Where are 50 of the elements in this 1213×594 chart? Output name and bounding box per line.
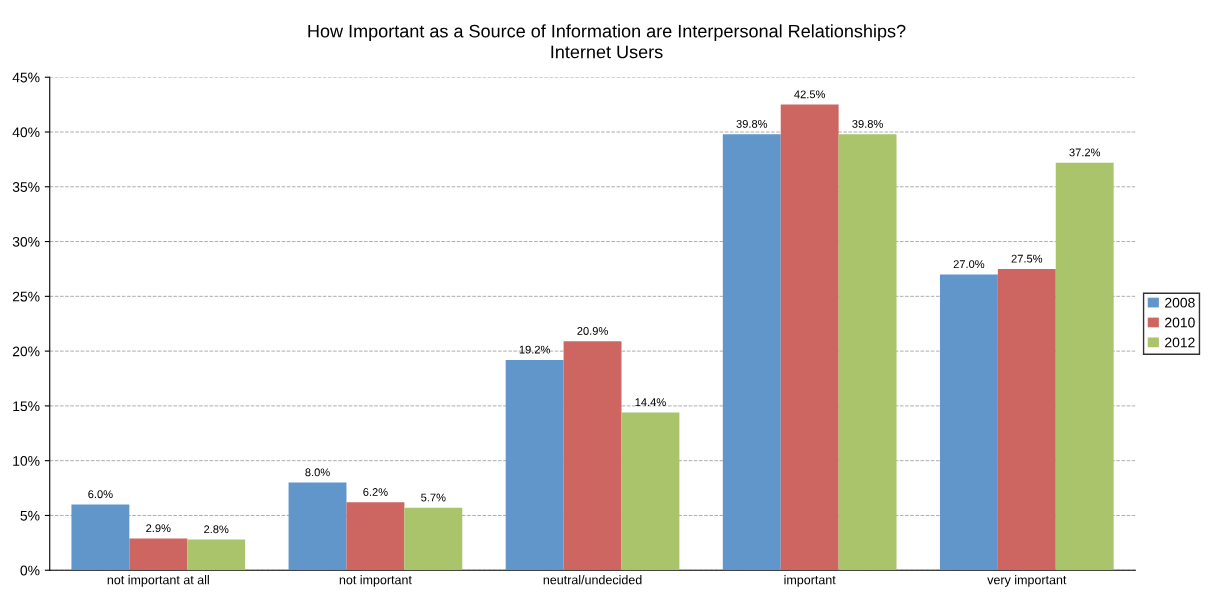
- y-tick-label: 35%: [12, 182, 40, 192]
- x-tick-label: not important: [339, 575, 412, 587]
- y-tick-label: 10%: [13, 456, 40, 466]
- bar: [722, 134, 781, 571]
- bar: [71, 504, 130, 571]
- bar: [346, 502, 405, 571]
- y-tick-label: 0%: [20, 565, 40, 576]
- y-tick-label: 25%: [12, 291, 40, 302]
- bar: [621, 412, 680, 571]
- data-label: 20.9%: [577, 327, 608, 335]
- bar: [939, 274, 998, 571]
- data-label: 2.9%: [146, 524, 171, 533]
- data-label: 6.0%: [88, 490, 113, 499]
- bar: [404, 507, 463, 571]
- data-label: 5.7%: [421, 493, 446, 502]
- bar: [288, 482, 347, 571]
- bar: [780, 104, 839, 571]
- legend-label: 2010: [1165, 317, 1195, 328]
- data-label: 14.4%: [635, 398, 666, 407]
- y-tick-label: 30%: [12, 236, 40, 247]
- y-tick-label: 20%: [12, 346, 40, 357]
- data-label: 8.0%: [305, 468, 330, 477]
- legend-label: 2012: [1165, 337, 1195, 348]
- data-label: 2.8%: [204, 525, 229, 534]
- x-tick-label: neutral/undecided: [543, 575, 642, 585]
- legend-label: 2008: [1165, 297, 1195, 308]
- data-label: 27.0%: [953, 260, 985, 269]
- data-label: 39.8%: [852, 119, 883, 128]
- chart-subtitle: Internet Users: [551, 45, 663, 59]
- chart-title: How Important as a Source of Information are Interpersonal Relationships?: [308, 24, 906, 42]
- y-tick-label: 5%: [20, 510, 40, 521]
- bar: [838, 134, 897, 571]
- x-tick-label: important: [784, 575, 836, 587]
- data-label: 39.8%: [736, 119, 768, 128]
- y-tick-label: 15%: [13, 401, 40, 412]
- bar: [505, 359, 564, 571]
- bar: [563, 341, 622, 571]
- bar: [1055, 162, 1114, 571]
- data-label: 27.5%: [1011, 254, 1043, 263]
- bar: [187, 539, 246, 571]
- bar: [997, 268, 1056, 571]
- bar: [129, 538, 188, 571]
- x-tick-label: very important: [987, 575, 1067, 587]
- y-tick-label: 45%: [12, 72, 40, 83]
- data-label: 19.2%: [519, 345, 551, 354]
- data-label: 6.2%: [363, 488, 388, 496]
- data-label: 42.5%: [794, 90, 826, 99]
- x-tick-label: not important at all: [107, 575, 209, 587]
- data-label: 37.2%: [1069, 148, 1101, 157]
- y-tick-label: 40%: [12, 127, 40, 138]
